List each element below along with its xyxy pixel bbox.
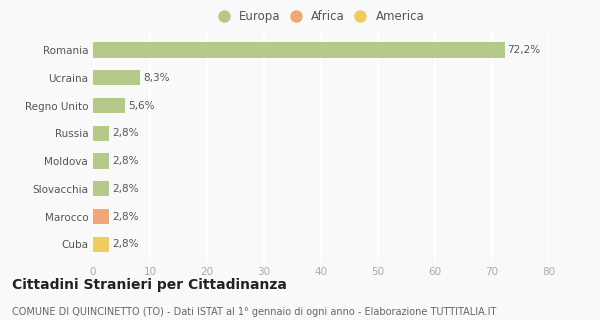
Text: Cittadini Stranieri per Cittadinanza: Cittadini Stranieri per Cittadinanza (12, 278, 287, 292)
Bar (93, 154, 109, 169)
Text: 5,6%: 5,6% (128, 100, 154, 111)
Text: 2,8%: 2,8% (112, 156, 139, 166)
Text: 2,8%: 2,8% (112, 184, 139, 194)
Text: 2,8%: 2,8% (112, 212, 139, 221)
Text: COMUNE DI QUINCINETTO (TO) - Dati ISTAT al 1° gennaio di ogni anno - Elaborazion: COMUNE DI QUINCINETTO (TO) - Dati ISTAT … (12, 307, 496, 317)
Legend: Europa, Africa, America: Europa, Africa, America (215, 8, 427, 26)
Text: 8,3%: 8,3% (143, 73, 170, 83)
Bar (93, 181, 109, 196)
Text: 2,8%: 2,8% (112, 128, 139, 138)
Bar (93, 43, 505, 58)
Bar (93, 237, 109, 252)
Bar (93, 126, 109, 141)
Text: 2,8%: 2,8% (112, 239, 139, 249)
Bar (93, 70, 140, 85)
Bar (93, 98, 125, 113)
Text: 72,2%: 72,2% (508, 45, 541, 55)
Bar (93, 209, 109, 224)
